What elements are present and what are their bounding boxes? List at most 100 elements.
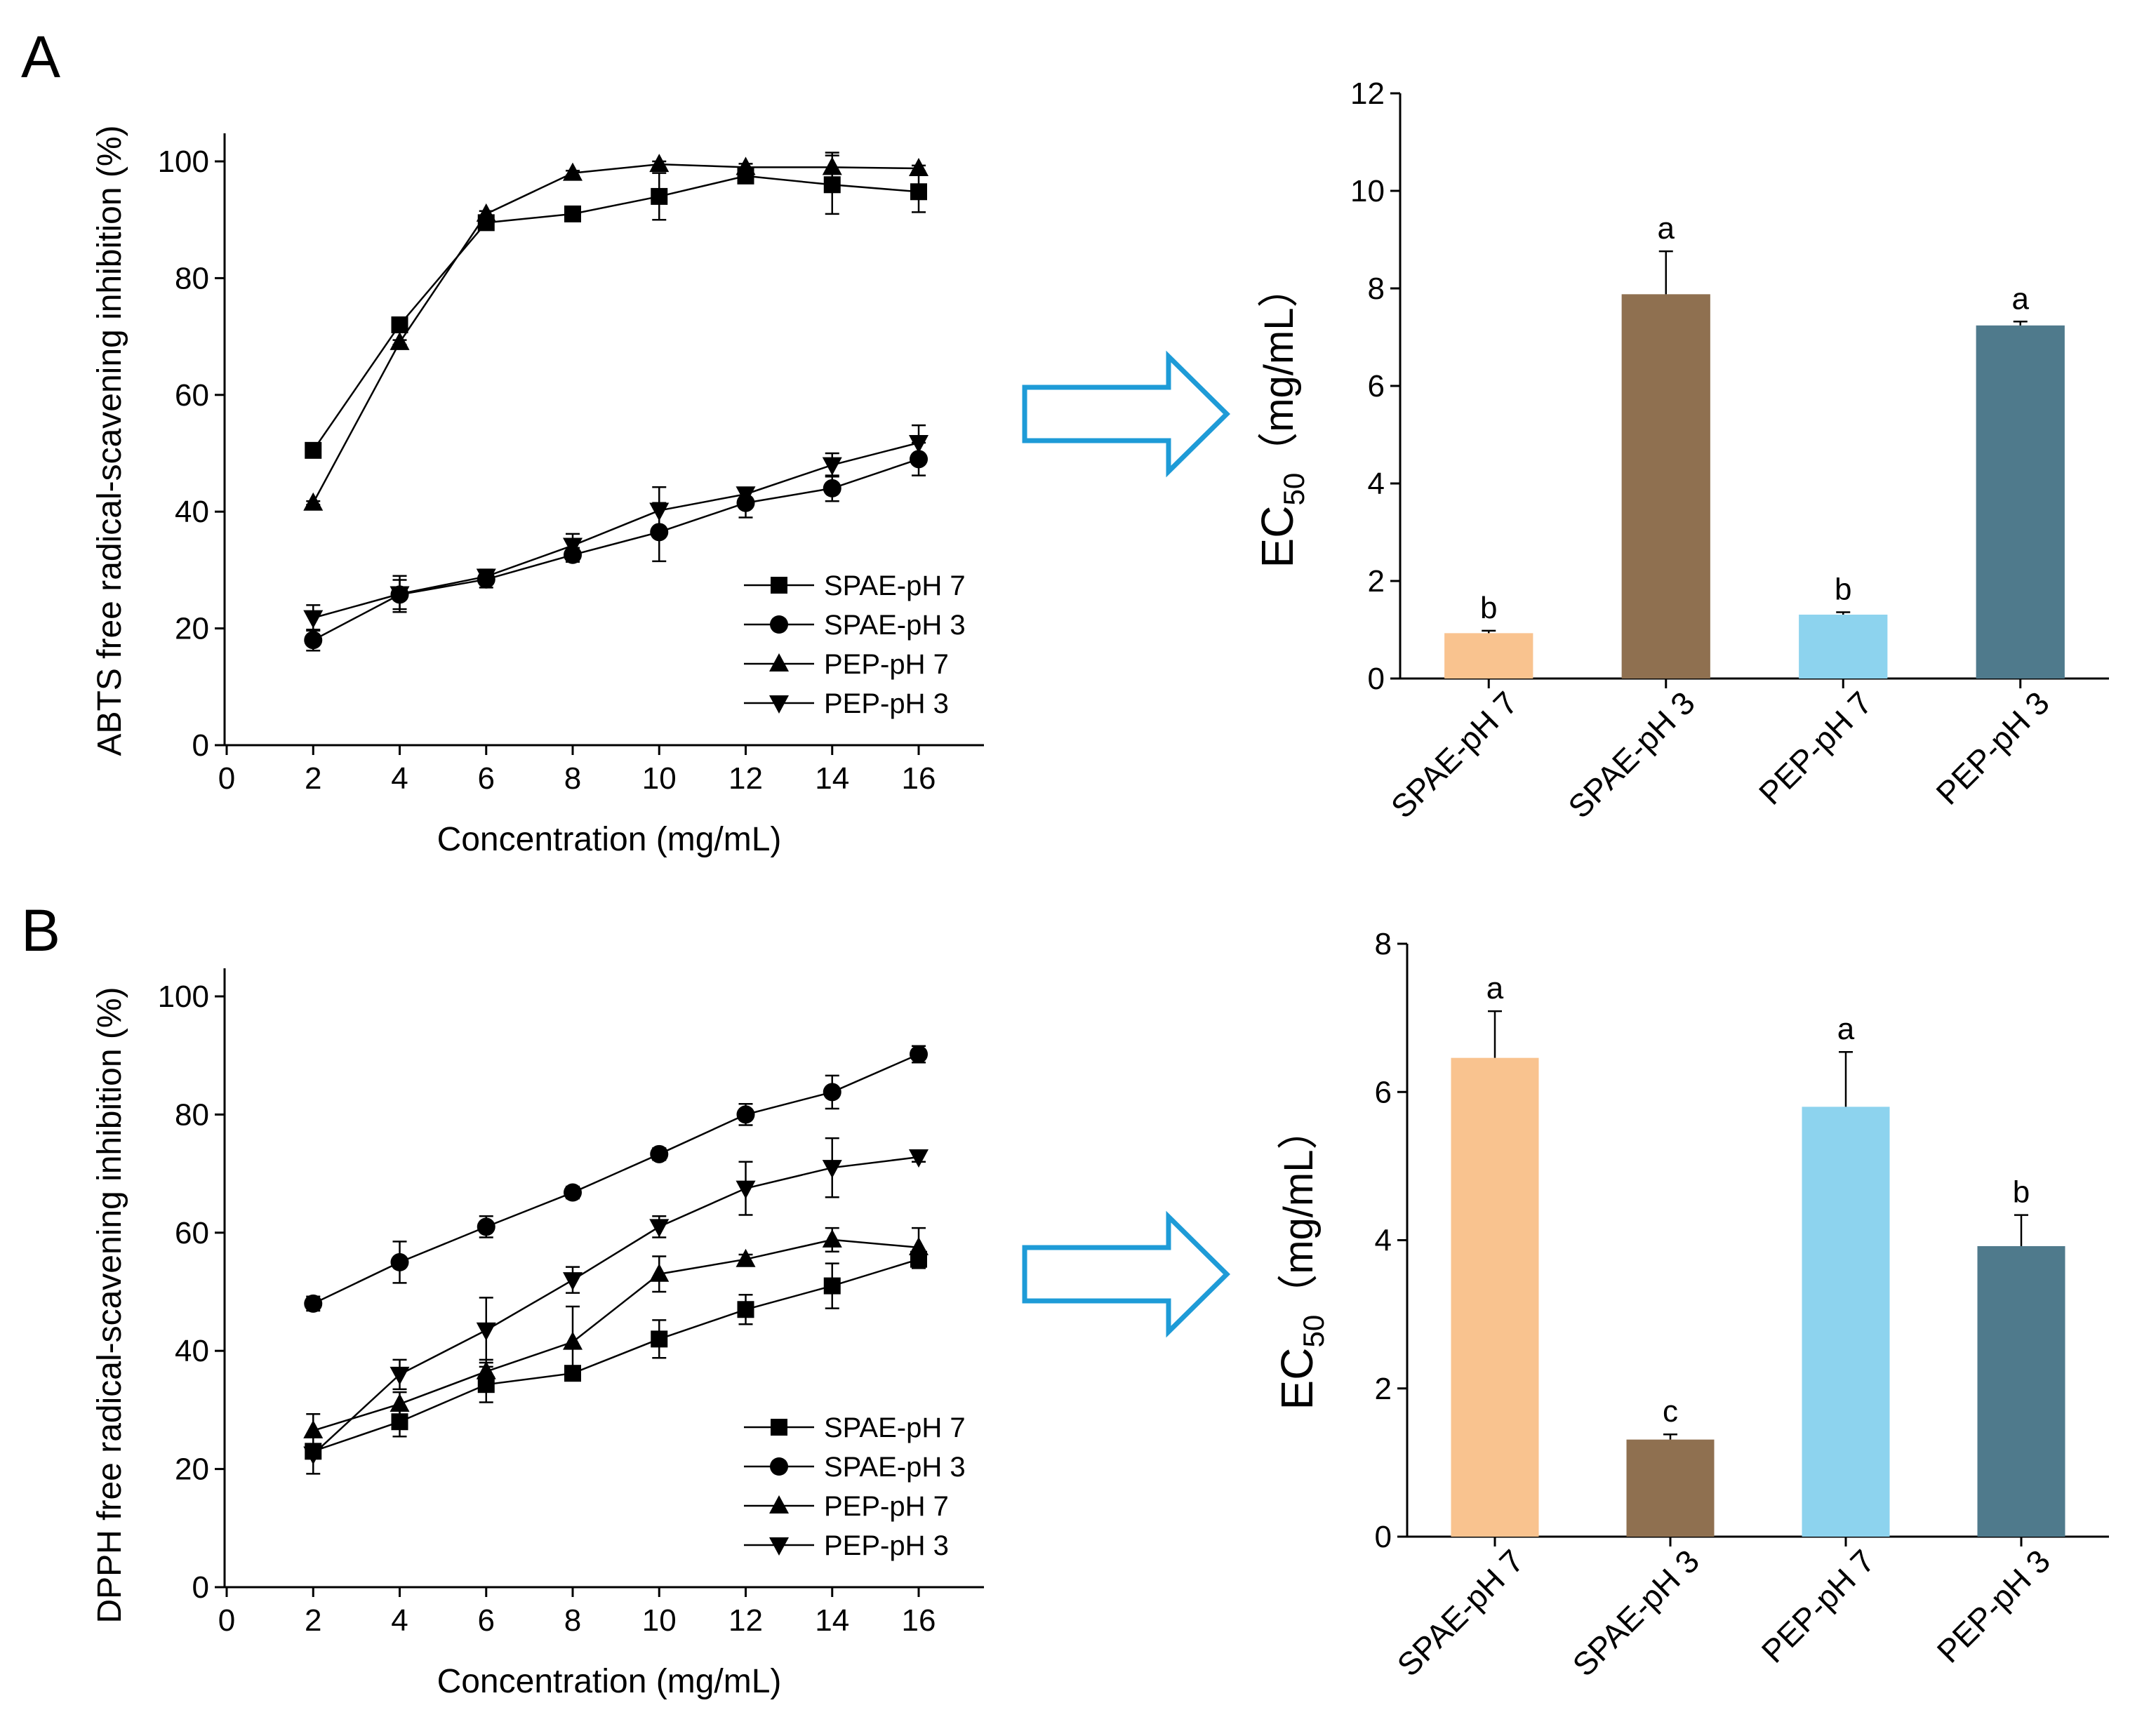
abts-y-tick-label: 80 — [175, 261, 209, 295]
abts-x-tick-label: 2 — [305, 761, 321, 796]
dpph-y-tick-label: 0 — [192, 1570, 209, 1605]
dpph-x-tick-label: 10 — [642, 1603, 677, 1638]
dpph-x-tick-label: 12 — [728, 1603, 763, 1638]
abts-legend-label: PEP-pH 3 — [824, 688, 949, 719]
dpph-data-point — [910, 1045, 928, 1064]
abts-data-point — [909, 435, 929, 454]
dpph-legend-marker — [769, 1537, 789, 1556]
dpph-data-point — [476, 1322, 496, 1341]
panel-b: B DPPH free radical-scavening inhibition… — [21, 897, 2109, 1700]
abts-x-tick-label: 4 — [391, 761, 408, 796]
dpph-ec50-bar — [1451, 1057, 1539, 1537]
dpph-data-point — [390, 1366, 410, 1385]
abts-data-point — [736, 486, 756, 505]
dpph-ec50-bar — [1802, 1107, 1890, 1537]
panel-letter-b: B — [21, 897, 60, 963]
dpph-ec50-bar — [1626, 1439, 1715, 1537]
dpph-ec50-y-tick-label: 4 — [1375, 1224, 1392, 1258]
panel-a: A ABTS free radical-scavening inhibition… — [21, 24, 2109, 858]
abts-data-point — [563, 162, 583, 181]
dpph-x-tick-label: 0 — [218, 1603, 235, 1638]
dpph-data-point — [563, 1331, 583, 1350]
abts-ec50-y-axis-title: EC50（mg/mL） — [1252, 267, 1310, 568]
abts-ec50-y-tick-label: 2 — [1368, 564, 1385, 599]
ec50-label-sub: 50 — [1277, 473, 1310, 506]
abts-x-tick-label: 14 — [815, 761, 849, 796]
dpph-x-tick-label: 2 — [305, 1603, 321, 1638]
abts-y-axis-title: ABTS free radical-scavening inhibition (… — [91, 125, 128, 756]
abts-data-point — [822, 457, 842, 476]
abts-ec50-significance-letter: b — [1480, 591, 1497, 625]
abts-y-tick-label: 0 — [192, 728, 209, 763]
abts-data-point — [822, 156, 842, 175]
dpph-data-point — [909, 1236, 929, 1255]
dpph-data-point — [736, 1180, 756, 1199]
abts-legend-label: PEP-pH 7 — [824, 649, 949, 680]
arrow-icon — [1022, 1210, 1230, 1338]
abts-ec50-bar — [1444, 633, 1533, 679]
abts-ec50-y-tick-label: 12 — [1350, 76, 1385, 111]
abts-series-line — [312, 458, 919, 641]
abts-ec50-significance-letter: a — [2012, 281, 2030, 316]
abts-data-point — [563, 537, 583, 556]
dpph-y-tick-label: 100 — [158, 980, 209, 1014]
dpph-data-point — [563, 1272, 583, 1291]
abts-ec50-y-tick-label: 10 — [1350, 174, 1385, 208]
dpph-legend-marker — [770, 1457, 788, 1476]
dpph-x-tick-label: 8 — [564, 1603, 581, 1638]
abts-ec50-bar — [1976, 325, 2065, 679]
dpph-legend-label: SPAE-pH 7 — [824, 1412, 966, 1443]
dpph-series-line — [312, 1258, 919, 1452]
dpph-series-line — [312, 1156, 919, 1455]
dpph-data-point — [737, 1301, 754, 1318]
dpph-ec50-significance-letter: b — [2013, 1175, 2030, 1210]
dpph-data-point — [564, 1183, 582, 1202]
dpph-data-point — [823, 1083, 841, 1102]
dpph-ec50-y-axis-title: EC50（mg/mL） — [1272, 1109, 1330, 1410]
dpph-data-point — [476, 1361, 496, 1379]
dpph-data-point — [649, 1263, 670, 1282]
arrow-icon — [1022, 350, 1230, 478]
dpph-legend-label: PEP-pH 7 — [824, 1491, 949, 1522]
abts-ec50-bar — [1621, 294, 1710, 679]
dpph-ec50-bar-chart: EC50（mg/mL） 0 2 4 6 8 a SPAE-pH 7 c SPAE-pH 3 a PE… — [1272, 927, 2109, 1683]
abts-y-tick-label: 100 — [158, 145, 209, 179]
abts-legend-label: SPAE-pH 3 — [824, 610, 966, 641]
abts-legend-label: SPAE-pH 7 — [824, 570, 966, 601]
abts-y-tick-label: 20 — [175, 612, 209, 646]
abts-ec50-y-tick-label: 8 — [1368, 272, 1385, 306]
dpph-data-point — [303, 1446, 324, 1465]
dpph-ec50-significance-letter: a — [1486, 971, 1504, 1005]
dpph-ec50-y-tick-label: 8 — [1375, 927, 1392, 961]
abts-series-line — [312, 441, 919, 619]
dpph-y-tick-label: 40 — [175, 1334, 209, 1368]
abts-x-tick-label: 8 — [564, 761, 581, 796]
dpph-data-point — [651, 1330, 668, 1348]
dpph-x-axis-title: Concentration (mg/mL) — [437, 1663, 782, 1700]
abts-data-point — [390, 331, 410, 350]
dpph-x-tick-label: 4 — [391, 1603, 408, 1638]
dpph-series-line — [312, 1053, 919, 1304]
abts-data-point — [476, 568, 496, 587]
ec50-label-main: EC — [1272, 1348, 1322, 1410]
abts-series-0 — [305, 154, 927, 459]
abts-x-tick-label: 0 — [218, 761, 235, 796]
dpph-ec50-y-tick-label: 0 — [1375, 1520, 1392, 1554]
dpph-series-3 — [303, 1137, 929, 1475]
abts-data-point — [476, 203, 496, 222]
dpph-data-point — [650, 1144, 669, 1163]
abts-ec50-bar — [1799, 614, 1888, 679]
dpph-legend-marker — [771, 1419, 787, 1436]
abts-data-point — [649, 502, 670, 521]
dpph-data-point — [909, 1149, 929, 1168]
dpph-data-point — [736, 1105, 755, 1124]
abts-x-tick-label: 6 — [478, 761, 495, 796]
abts-x-tick-label: 16 — [902, 761, 936, 796]
abts-ec50-category-label: PEP-pH 3 — [1929, 684, 2056, 811]
abts-series-2 — [303, 152, 929, 511]
dpph-legend: SPAE-pH 7 SPAE-pH 3 PEP-pH 7 PEP-pH 3 — [744, 1412, 966, 1561]
dpph-y-axis-title: DPPH free radical-scavening inhibition (… — [91, 987, 128, 1623]
ec50-label-unit: （mg/mL） — [1256, 267, 1302, 473]
dpph-legend-marker — [769, 1495, 789, 1513]
dpph-data-point — [823, 1277, 841, 1295]
